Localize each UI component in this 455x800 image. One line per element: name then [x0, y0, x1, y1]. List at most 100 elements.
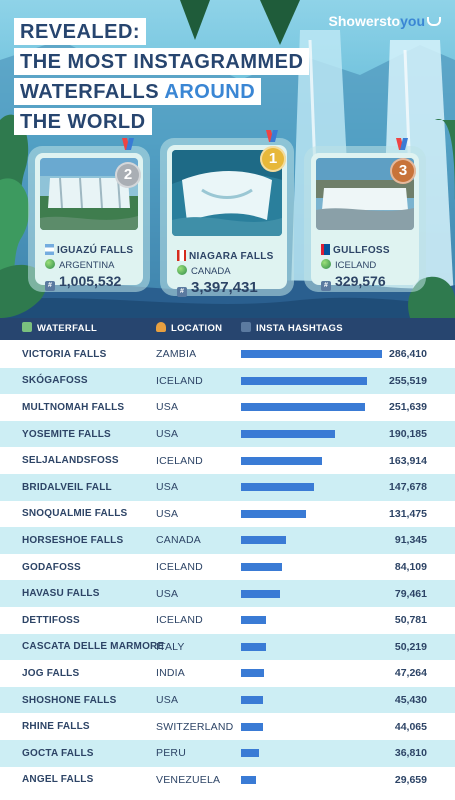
waterfall-location: ICELAND	[156, 561, 203, 574]
hashtag-count: 131,475	[389, 507, 427, 520]
column-header-location: LOCATION	[156, 318, 222, 340]
hashtag-count: 286,410	[389, 348, 427, 361]
hashtag-icon: #	[177, 287, 187, 297]
table-row: BRIDALVEIL FALL USA 147,678	[0, 474, 455, 501]
hashtag-count: 91,345	[394, 534, 427, 547]
waterfall-location: CANADA	[156, 534, 201, 547]
waterfall-location: INDIA	[156, 667, 186, 680]
waterfall-name: SNOQUALMIE FALLS	[22, 508, 128, 520]
waterfall-location: ICELAND	[156, 614, 203, 627]
waterfall-name: BRIDALVEIL FALL	[22, 481, 112, 493]
podium-card-second: IGUAZÚ FALLS ARGENTINA #1,005,532	[28, 146, 150, 292]
hashtag-count: 163,914	[389, 454, 427, 467]
hashtag-bar	[241, 722, 263, 731]
hashtag-icon: #	[45, 281, 55, 291]
hashtag-bar	[241, 536, 286, 545]
hashtag-icon	[241, 322, 251, 332]
hashtag-count: 79,461	[394, 587, 427, 600]
waterfall-location: SWITZERLAND	[156, 720, 234, 733]
hashtag-count: 47,264	[394, 667, 427, 680]
hashtag-bar	[241, 563, 283, 572]
waterfall-name: ANGEL FALLS	[22, 774, 94, 786]
hashtag-bar	[241, 749, 260, 758]
waterfall-name: GODAFOSS	[22, 561, 81, 573]
table-row: MULTNOMAH FALLS USA 251,639	[0, 394, 455, 421]
title-line-3: WATERFALLS AROUND	[14, 78, 262, 105]
waterfall-location: ICELAND	[156, 454, 203, 467]
table-row: SKÓGAFOSS ICELAND 255,519	[0, 367, 455, 395]
table-row: SHOSHONE FALLS USA 45,430	[0, 686, 455, 714]
table-row: ANGEL FALLS VENEZUELA 29,659	[0, 767, 455, 794]
bronze-medal-icon: 3	[390, 158, 416, 184]
table-row: VICTORIA FALLS ZAMBIA 286,410	[0, 341, 455, 368]
podium-name: NIAGARA FALLS	[177, 250, 274, 262]
table-row: GODAFOSS ICELAND 84,109	[0, 554, 455, 581]
ribbon-icon	[122, 138, 134, 150]
waterfall-location: USA	[156, 587, 179, 600]
waterfall-location: USA	[156, 507, 179, 520]
hero-illustration: REVEALED: THE MOST INSTAGRAMMED WATERFAL…	[0, 0, 455, 318]
flag-icon	[45, 244, 54, 255]
hashtag-bar	[241, 403, 365, 412]
table-row: HORSESHOE FALLS CANADA 91,345	[0, 527, 455, 554]
flag-icon	[177, 250, 186, 261]
hashtag-count: 44,065	[394, 720, 427, 733]
hashtag-count: 147,678	[389, 481, 427, 494]
hashtag-count: 36,810	[394, 747, 427, 760]
hashtag-bar	[241, 616, 266, 625]
title-line-2: THE MOST INSTAGRAMMED	[14, 48, 310, 75]
hashtag-bar	[241, 376, 367, 385]
table-row: SNOQUALMIE FALLS USA 131,475	[0, 501, 455, 528]
hashtag-count: 50,219	[394, 640, 427, 653]
flag-icon	[321, 244, 330, 255]
waterfall-location: ITALY	[156, 640, 185, 653]
globe-icon	[321, 259, 331, 269]
waterfall-location: ICELAND	[156, 374, 203, 387]
podium-count: #3,397,431	[177, 279, 258, 297]
table-row: YOSEMITE FALLS USA 190,185	[0, 420, 455, 448]
hashtag-count: 50,781	[394, 614, 427, 627]
page-title: REVEALED: THE MOST INSTAGRAMMED WATERFAL…	[14, 18, 310, 138]
waterfall-name: CASCATA DELLE MARMORE	[22, 641, 165, 653]
ribbon-icon	[266, 130, 278, 142]
silver-medal-icon: 2	[115, 162, 141, 188]
waterfall-location: USA	[156, 481, 179, 494]
waterfall-location: VENEZUELA	[156, 773, 221, 786]
podium-name: IGUAZÚ FALLS	[45, 244, 133, 256]
table-header: WATERFALL LOCATION INSTA HASHTAGS	[0, 318, 455, 340]
podium-country: ARGENTINA	[45, 259, 114, 271]
hashtag-bar	[241, 509, 306, 518]
table-row: JOG FALLS INDIA 47,264	[0, 660, 455, 687]
hashtag-count: 251,639	[389, 401, 427, 414]
waterfall-name: RHINE FALLS	[22, 721, 90, 733]
gold-medal-icon: 1	[260, 146, 286, 172]
image-icon	[22, 322, 32, 332]
hashtag-icon: #	[321, 281, 331, 291]
table-row: SELJALANDSFOSS ICELAND 163,914	[0, 447, 455, 474]
hashtag-count: 190,185	[389, 428, 427, 441]
waterfall-location: USA	[156, 694, 179, 707]
hashtag-bar	[241, 669, 265, 678]
hashtag-bar	[241, 642, 266, 651]
waterfall-name: MULTNOMAH FALLS	[22, 401, 125, 413]
hashtag-count: 29,659	[394, 773, 427, 786]
waterfall-name: DETTIFOSS	[22, 614, 80, 626]
waterfall-name: SKÓGAFOSS	[22, 375, 88, 387]
hashtag-bar	[241, 589, 281, 598]
title-line-4: THE WORLD	[14, 108, 152, 135]
podium-count: #329,576	[321, 273, 386, 291]
waterfall-name: VICTORIA FALLS	[22, 348, 107, 360]
waterfall-name: SHOSHONE FALLS	[22, 694, 117, 706]
hashtag-bar	[241, 483, 314, 492]
waterfall-location: USA	[156, 428, 179, 441]
brand-logo: Showerstoyou	[329, 13, 441, 29]
waterfall-name: HAVASU FALLS	[22, 588, 100, 600]
waterfall-name: GOCTA FALLS	[22, 747, 94, 759]
podium-count: #1,005,532	[45, 273, 121, 291]
table-row: HAVASU FALLS USA 79,461	[0, 580, 455, 607]
table-row: CASCATA DELLE MARMORE ITALY 50,219	[0, 633, 455, 661]
bathtub-icon	[427, 17, 441, 26]
table-row: RHINE FALLS SWITZERLAND 44,065	[0, 713, 455, 740]
waterfall-name: SELJALANDSFOSS	[22, 455, 119, 467]
podium-name: GULLFOSS	[321, 244, 390, 256]
